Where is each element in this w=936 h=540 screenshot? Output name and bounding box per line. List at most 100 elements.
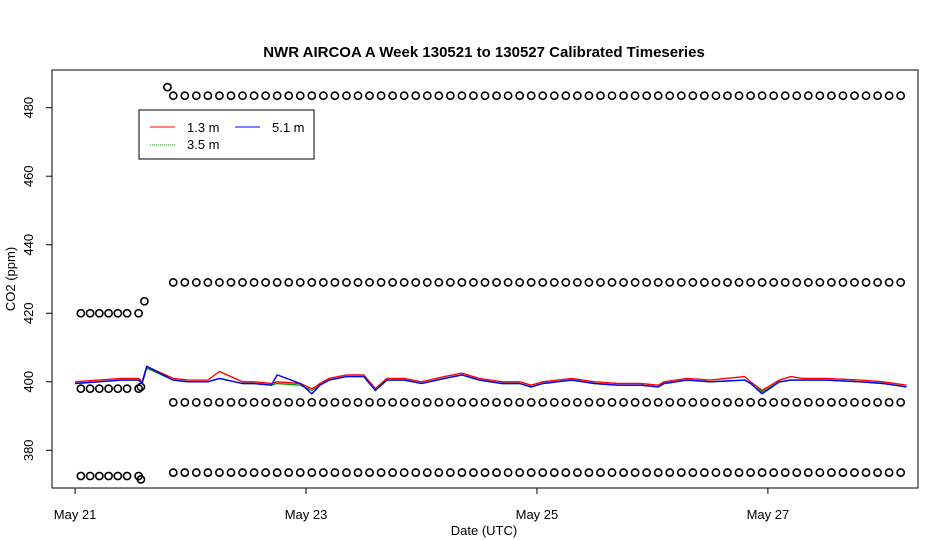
calibration-point xyxy=(469,91,478,101)
calibration-point xyxy=(873,397,882,407)
calibration-point xyxy=(330,278,340,287)
calibration-point xyxy=(827,278,836,287)
calibration-point xyxy=(561,91,571,101)
calibration-point xyxy=(399,468,409,477)
calibration-point xyxy=(480,397,490,407)
calibration-point xyxy=(318,91,328,101)
calibration-point xyxy=(249,91,259,101)
calibration-point xyxy=(434,278,444,287)
calibration-point xyxy=(261,91,271,101)
calibration-point xyxy=(584,397,594,407)
calibration-point xyxy=(388,468,398,477)
legend: 1.3 m 3.5 m 5.1 m xyxy=(138,109,315,160)
calibration-point xyxy=(861,468,871,477)
calibration-point xyxy=(803,91,813,101)
calibration-point xyxy=(307,278,317,287)
calibration-point xyxy=(85,384,95,394)
calibration-point xyxy=(653,278,663,287)
calibration-point xyxy=(445,468,455,477)
calibration-point xyxy=(284,468,294,477)
calibration-point xyxy=(850,91,859,101)
calibration-point xyxy=(861,278,871,287)
calibration-point xyxy=(76,384,86,394)
calibration-point xyxy=(411,278,421,287)
calibration-point xyxy=(353,91,363,101)
calibration-point xyxy=(538,397,548,407)
calibration-point xyxy=(94,471,104,481)
calibration-point xyxy=(168,278,178,287)
calibration-point xyxy=(318,278,328,287)
calibration-point xyxy=(792,468,802,477)
calibration-point xyxy=(191,468,201,477)
calibration-point xyxy=(261,278,271,287)
calibration-point xyxy=(549,91,559,101)
calibration-point xyxy=(353,278,363,287)
legend-box xyxy=(138,109,315,160)
calibration-point xyxy=(630,397,640,407)
calibration-point xyxy=(307,468,317,477)
calibration-point xyxy=(376,397,386,407)
calibration-point xyxy=(318,397,328,407)
calibration-point xyxy=(203,397,213,407)
calibration-point xyxy=(76,471,86,481)
calibration-point xyxy=(226,397,236,407)
calibration-point xyxy=(665,91,675,101)
calibration-point xyxy=(688,91,698,101)
calibration-point xyxy=(549,278,559,287)
calibration-point xyxy=(480,278,490,287)
calibration-point xyxy=(411,468,421,477)
calibration-point xyxy=(596,91,605,101)
calibration-point xyxy=(884,91,894,101)
legend-label-3-5m: 3.5 m xyxy=(187,137,220,152)
calibration-point xyxy=(665,278,675,287)
calibration-point xyxy=(399,278,409,287)
y-axis-label: CO2 (ppm) xyxy=(3,247,18,311)
calibration-point xyxy=(780,278,790,287)
calibration-point xyxy=(896,397,906,407)
calibration-point xyxy=(711,397,721,407)
calibration-point xyxy=(572,91,582,101)
calibration-point xyxy=(365,397,374,407)
calibration-point xyxy=(850,468,859,477)
calibration-point xyxy=(457,278,467,287)
legend-label-1-3m: 1.3 m xyxy=(187,120,220,135)
x-axis-label: Date (UTC) xyxy=(451,523,517,538)
calibration-point xyxy=(376,468,386,477)
calibration-point xyxy=(492,278,501,287)
calibration-point xyxy=(284,397,294,407)
calibration-point xyxy=(318,468,328,477)
calibration-point xyxy=(803,278,813,287)
calibration-point xyxy=(445,91,455,101)
calibration-point xyxy=(104,384,113,394)
calibration-point xyxy=(769,91,779,101)
calibration-point xyxy=(353,468,363,477)
calibration-point xyxy=(168,91,178,101)
calibration-point xyxy=(365,468,374,477)
calibration-point xyxy=(653,468,663,477)
calibration-point xyxy=(746,397,755,407)
calibration-point xyxy=(515,468,525,477)
calibration-point xyxy=(85,471,95,481)
calibration-point xyxy=(549,468,559,477)
calibration-point xyxy=(699,278,709,287)
calibration-point xyxy=(113,308,123,318)
calibration-point xyxy=(896,468,906,477)
calibration-point xyxy=(503,397,513,407)
calibration-point xyxy=(746,468,755,477)
calibration-point xyxy=(307,397,317,407)
calibration-point xyxy=(215,468,224,477)
calibration-point xyxy=(480,91,490,101)
calibration-point xyxy=(215,278,224,287)
calibration-point xyxy=(163,82,172,92)
calibration-point xyxy=(134,308,143,318)
calibration-point xyxy=(676,468,686,477)
calibration-point xyxy=(596,278,605,287)
calibration-point xyxy=(422,397,432,407)
calibration-point xyxy=(180,468,190,477)
calibration-point xyxy=(272,278,282,287)
calibration-point xyxy=(861,91,871,101)
calibration-point xyxy=(307,91,317,101)
calibration-point xyxy=(873,468,882,477)
calibration-point xyxy=(469,278,478,287)
calibration-point xyxy=(815,278,825,287)
